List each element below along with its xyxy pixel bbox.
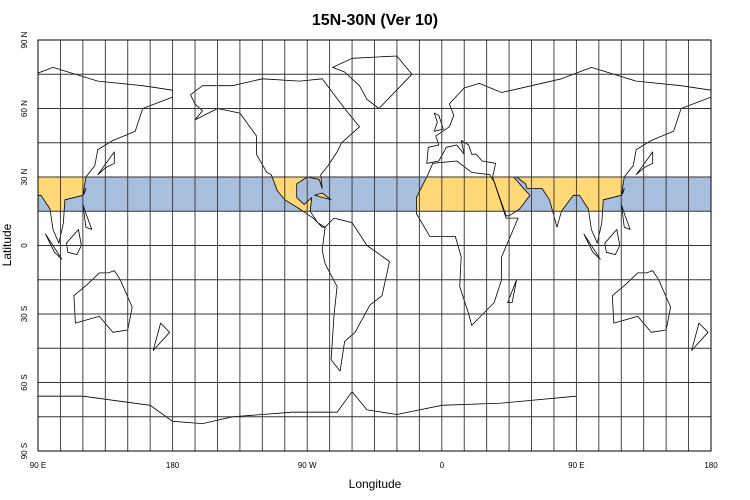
x-tick-label: 90 E: [568, 461, 584, 470]
plot-frame: [37, 39, 712, 452]
band-land-new-zealand: [692, 323, 708, 350]
band-land-north-america: [729, 79, 750, 227]
coastline-new-zealand: [691, 322, 709, 351]
band-land-eurasia: [492, 177, 625, 212]
coastline-philippines: [82, 204, 93, 230]
coastline-japan: [97, 151, 115, 176]
coastline-antarctica: [38, 390, 577, 425]
y-tick-label: 30 S: [20, 306, 29, 322]
band-land-eurasia: [38, 177, 86, 212]
y-tick-label: 30 N: [20, 168, 29, 185]
y-tick-label: 0: [20, 243, 29, 248]
x-tick-label: 90 E: [30, 461, 46, 470]
coastline-cuba: [314, 192, 332, 201]
coastline-australia: [73, 270, 133, 333]
coastlines: [38, 55, 750, 425]
x-tick-label: 180: [704, 461, 718, 470]
map-title: 15N-30N (Ver 10): [312, 12, 438, 29]
coastline-australia: [611, 270, 671, 333]
band-land-new-zealand: [153, 323, 169, 350]
coastline-borneo: [66, 229, 82, 255]
graticule: [38, 40, 711, 451]
coastline-greenland: [332, 55, 413, 109]
x-axis-label: Longitude: [349, 477, 402, 491]
band-land-greenland: [333, 56, 412, 109]
coastline-borneo: [604, 229, 621, 255]
coastline-philippines: [620, 204, 631, 230]
coastline-africa: [416, 160, 519, 326]
y-tick-label: 60 N: [20, 100, 29, 117]
coastline-japan: [635, 151, 654, 176]
coastline-madagascar: [507, 279, 517, 303]
coastline-eurasia: [426, 67, 711, 244]
y-axis-label: Latitude: [0, 223, 14, 266]
x-tick-label: 180: [166, 461, 180, 470]
coastline-sumatra: [583, 233, 601, 260]
band-land-cuba: [314, 193, 332, 200]
coastline-new-zealand: [152, 322, 170, 351]
y-tick-label: 90 N: [20, 31, 29, 48]
coastline-taiwan: [82, 188, 87, 196]
coastline-eurasia: [38, 67, 173, 244]
x-tick-labels: 90 E 180 90 W 0 90 E 180: [30, 461, 718, 470]
x-tick-label: 90 W: [298, 461, 317, 470]
coastline-taiwan: [620, 188, 625, 196]
coastline-north-america: [729, 79, 750, 227]
x-tick-label: 0: [440, 461, 445, 470]
coastline-sumatra: [45, 233, 63, 260]
band-land-africa: [416, 177, 504, 212]
y-tick-label: 90 S: [20, 443, 29, 459]
y-tick-labels: 90 N 60 N 30 N 0 30 S 60 S 90 S: [20, 31, 29, 459]
y-tick-label: 60 S: [20, 374, 29, 390]
coastline-south-america: [321, 217, 390, 372]
highlight-band-land: [38, 56, 750, 350]
